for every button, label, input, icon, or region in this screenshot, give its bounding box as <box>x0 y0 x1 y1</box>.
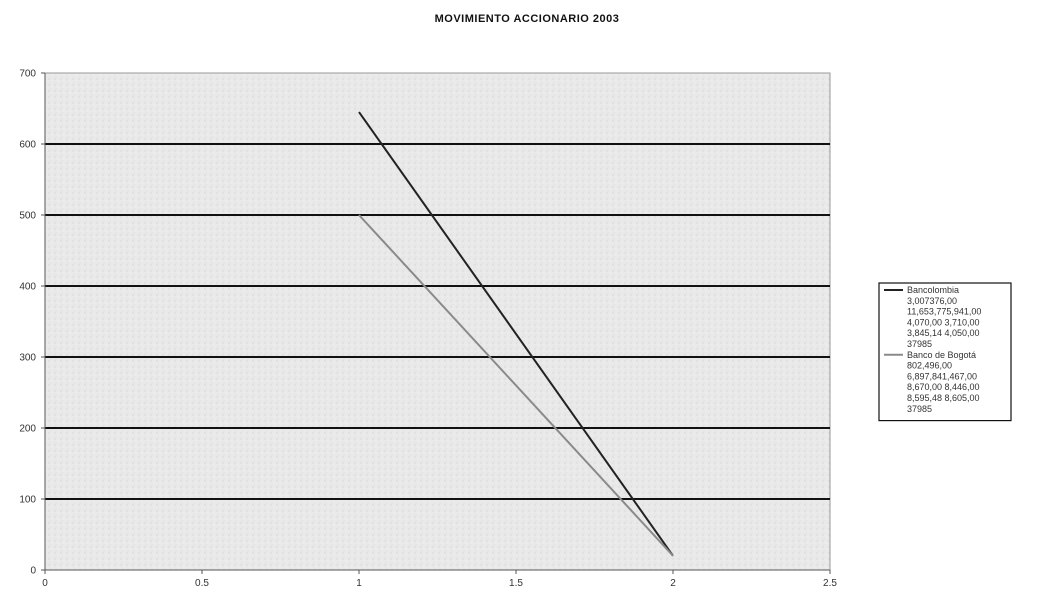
y-tick-label-2: 200 <box>19 424 36 435</box>
x-tick-label-0: 0 <box>42 578 48 589</box>
legend-text-1-5: 37985 <box>907 404 932 414</box>
x-tick-label-2: 1 <box>356 578 362 589</box>
legend-text-0-5: 37985 <box>907 339 932 349</box>
legend-text-1-4: 8,595,48 8,605,00 <box>907 393 980 403</box>
y-tick-label-7: 700 <box>19 69 36 80</box>
chart-title: MOVIMIENTO ACCIONARIO 2003 <box>435 13 620 25</box>
legend-text-0-4: 3,845,14 4,050,00 <box>907 328 980 338</box>
legend-text-1-0: Banco de Bogotá <box>907 350 976 360</box>
gridlines <box>45 143 830 500</box>
legend-text-0-2: 11,653,775,941,00 <box>907 307 981 317</box>
legend: Bancolombia3,007376,0011,653,775,941,004… <box>878 282 1012 422</box>
y-tick-label-5: 500 <box>19 211 36 222</box>
y-tick-label-3: 300 <box>19 353 36 364</box>
y-tick-label-6: 600 <box>19 140 36 151</box>
legend-text-1-1: 802,496,00 <box>907 361 952 371</box>
series-line-1 <box>358 214 674 557</box>
x-tick-label-5: 2.5 <box>823 578 837 589</box>
legend-text-1-3: 8,670,00 8,446,00 <box>907 382 980 392</box>
y-tick-label-4: 400 <box>19 282 36 293</box>
x-tick-label-3: 1.5 <box>509 578 523 589</box>
legend-text-0-1: 3,007376,00 <box>907 296 957 306</box>
series-lines <box>358 111 674 557</box>
tick-labels: 0 100 200 300 400 500 600 700 0 0.5 1 1.5 2 2.5 <box>19 69 837 590</box>
x-tick-label-4: 2 <box>670 578 676 589</box>
plot-area <box>44 72 831 571</box>
x-tick-label-1: 0.5 <box>195 578 209 589</box>
y-tick-label-1: 100 <box>19 495 36 506</box>
legend-text-0-0: Bancolombia <box>907 285 959 295</box>
legend-box <box>878 282 1012 422</box>
legend-text-0-3: 4,070,00 3,710,00 <box>907 317 980 327</box>
y-tick-label-0: 0 <box>30 566 36 577</box>
legend-text-1-2: 6,897,841,467,00 <box>907 371 977 381</box>
series-line-0 <box>358 111 674 557</box>
axes <box>44 73 830 571</box>
